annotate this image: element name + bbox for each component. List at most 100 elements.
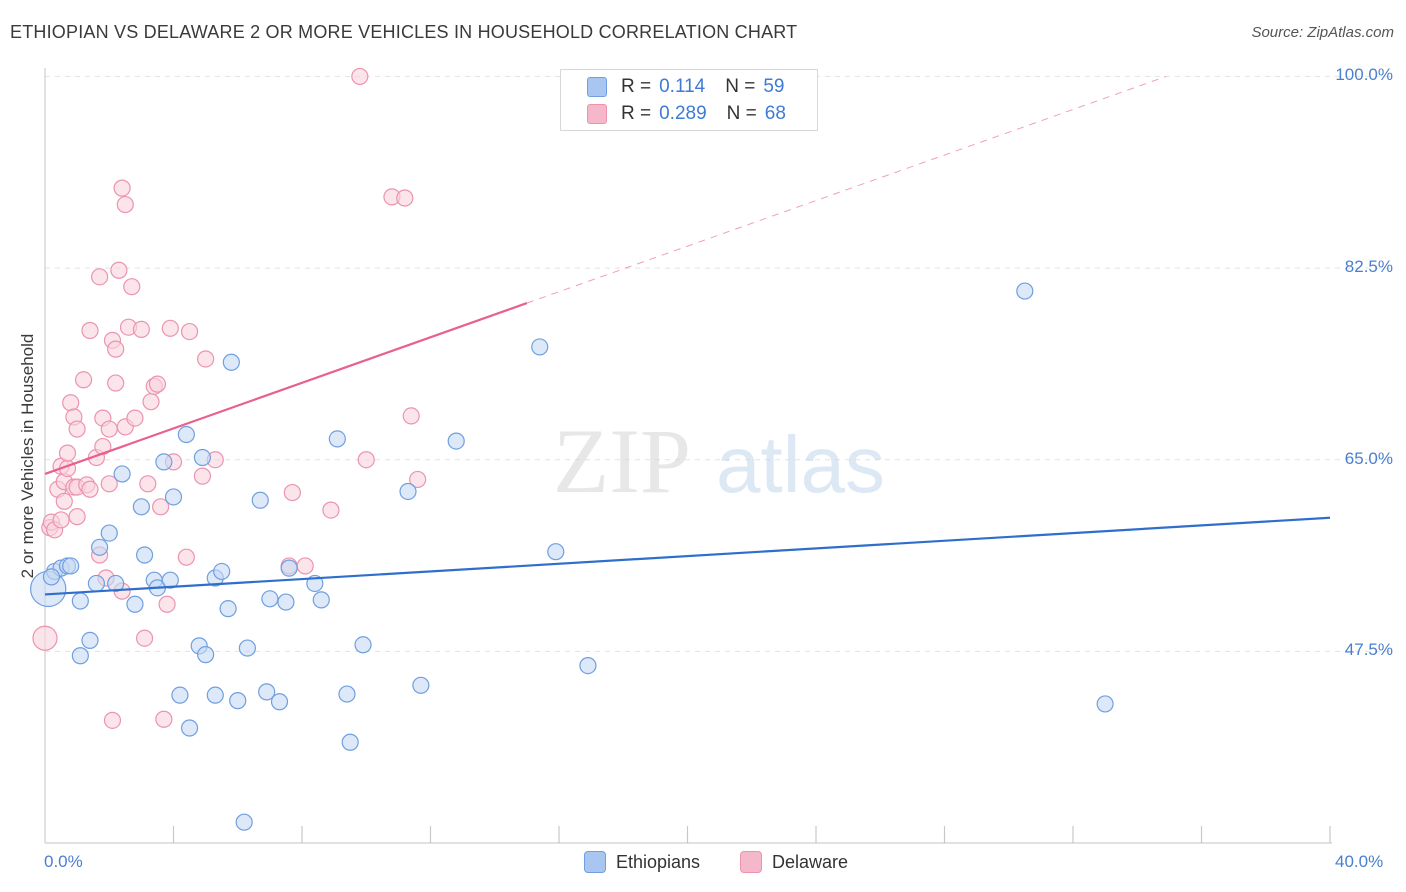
legend-label-delaware: Delaware <box>772 851 849 872</box>
delaware-point <box>52 511 70 529</box>
axes <box>44 68 1332 844</box>
delaware-point <box>152 498 170 516</box>
delaware-point <box>123 278 141 296</box>
ethiopian-point <box>213 562 231 581</box>
ethiopian-point <box>197 646 215 664</box>
delaware-point <box>197 350 215 368</box>
ethiopian-point <box>180 719 199 737</box>
ethiopian-point <box>222 353 240 371</box>
ethiopian-point <box>412 676 430 694</box>
delaware-point <box>68 508 86 526</box>
source-label: Source: ZipAtlas.com <box>1251 24 1394 41</box>
y-tick-label: 47.5% <box>1344 640 1393 660</box>
ethiopian-point <box>338 685 356 703</box>
legend-r-value: 0.114 <box>659 76 706 97</box>
delaware-point <box>155 710 173 728</box>
ethiopian-point <box>62 557 80 575</box>
ethiopian-point <box>87 574 106 593</box>
ethiopian-points <box>30 282 1114 831</box>
delaware-point <box>32 625 58 651</box>
ethiopian-point <box>547 543 565 561</box>
ethiopian-point <box>531 338 549 356</box>
delaware-point <box>148 375 167 393</box>
stats-legend: R = 0.114 N = 59 R = 0.289 N = 68 <box>560 69 818 131</box>
gridlines <box>45 75 1392 652</box>
watermark-atlas: atlas <box>716 420 885 509</box>
delaware-point <box>100 420 118 438</box>
ethiopian-trend-line <box>44 516 1331 596</box>
delaware-point <box>81 480 99 498</box>
x-tick-max: 40.0% <box>1335 852 1384 871</box>
ethiopian-point <box>135 546 154 564</box>
legend-item-delaware[interactable]: Delaware <box>740 851 848 873</box>
ethiopian-point <box>238 639 256 657</box>
delaware-point <box>177 548 195 566</box>
ethiopian-point <box>161 571 179 589</box>
legend-swatch-pink <box>740 851 762 873</box>
delaware-trend-line <box>44 302 528 475</box>
ethiopian-point <box>258 683 276 701</box>
delaware-point <box>91 268 109 286</box>
ethiopian-point <box>399 482 417 501</box>
ethiopian-point <box>354 636 372 654</box>
delaware-point <box>296 557 314 575</box>
legend-row-ethiopians: R = 0.114 N = 59 <box>587 75 785 99</box>
ethiopian-point <box>341 733 359 751</box>
delaware-point <box>113 179 131 197</box>
ethiopian-point <box>126 595 144 613</box>
ethiopian-point <box>447 432 465 450</box>
ethiopian-point <box>155 453 173 471</box>
delaware-point <box>357 451 375 469</box>
delaware-point <box>132 320 150 338</box>
ethiopian-point <box>1096 695 1114 713</box>
delaware-point <box>283 483 301 502</box>
legend-r-value: 0.289 <box>659 103 707 124</box>
y-tick-label: 65.0% <box>1344 448 1393 468</box>
ethiopian-point <box>261 590 279 608</box>
delaware-point <box>103 711 122 729</box>
ethiopian-point <box>219 600 237 618</box>
delaware-point <box>193 467 212 485</box>
delaware-point <box>100 475 118 493</box>
ethiopian-point <box>177 425 195 444</box>
watermark-zip: ZIP <box>553 410 691 512</box>
delaware-point <box>107 340 125 358</box>
delaware-point <box>142 393 160 411</box>
delaware-point <box>135 629 154 647</box>
delaware-point <box>81 321 99 340</box>
x-tick-min: 0.0% <box>44 852 83 871</box>
ethiopian-point <box>251 491 269 509</box>
chart-title: ETHIOPIAN VS DELAWARE 2 OR MORE VEHICLES… <box>10 22 798 42</box>
ethiopian-point <box>328 430 346 448</box>
delaware-point <box>322 501 340 519</box>
ethiopian-point <box>229 692 247 710</box>
y-tick-label: 82.5% <box>1344 257 1393 277</box>
ethiopian-point <box>193 448 212 467</box>
delaware-point <box>116 195 134 214</box>
ethiopian-point <box>91 538 109 556</box>
legend-swatch-blue <box>587 77 607 97</box>
delaware-point <box>107 374 125 392</box>
ethiopian-point <box>206 686 224 704</box>
legend-n-value: 59 <box>763 76 785 97</box>
watermark: ZIP atlas <box>553 410 885 512</box>
delaware-point <box>58 444 77 462</box>
legend-r-label: R = <box>621 103 652 124</box>
ethiopian-point <box>235 813 253 831</box>
ethiopian-point <box>270 693 289 711</box>
ethiopian-point <box>132 498 150 516</box>
legend-item-ethiopians[interactable]: Ethiopians <box>584 851 700 873</box>
delaware-points <box>32 67 427 729</box>
ethiopian-point <box>100 524 118 542</box>
ethiopian-point <box>71 592 89 610</box>
legend-row-delaware: R = 0.289 N = 68 <box>587 102 786 126</box>
legend-swatch-pink <box>587 104 607 124</box>
delaware-point <box>139 475 157 493</box>
legend-n-value: 68 <box>764 103 786 124</box>
legend-n-label: N = <box>726 103 757 124</box>
y-tick-label: 100.0% <box>1335 65 1393 85</box>
delaware-point <box>161 319 179 337</box>
ethiopian-point <box>107 574 125 593</box>
ethiopian-point <box>71 647 89 665</box>
delaware-point <box>74 371 93 389</box>
